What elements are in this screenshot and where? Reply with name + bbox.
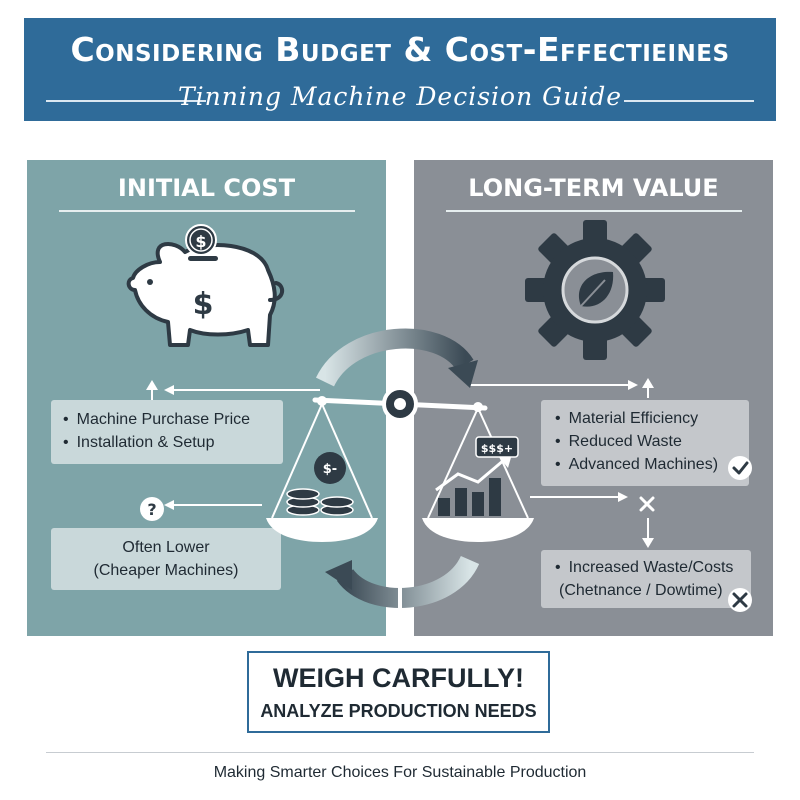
long-term-value-rule: [446, 210, 742, 212]
note-line: Often Lower: [122, 539, 210, 556]
initial-cost-list: Machine Purchase Price Installation & Se…: [51, 400, 283, 464]
initial-cost-panel: INITIAL COST Machine Purchase Price Inst…: [27, 160, 386, 636]
piggy-dollar-sign: $: [193, 287, 214, 322]
cycle-arrow-bottom-icon: [325, 555, 480, 608]
subtitle-rule-right: [624, 100, 754, 102]
risk-box: • Increased Waste/Costs (Chetnance / Dowt…: [541, 550, 751, 608]
cycle-arrow-top-icon: [315, 328, 478, 388]
list-item: Reduced Waste: [555, 430, 749, 453]
footer-divider: [46, 752, 754, 753]
list-item: Material Efficiency: [555, 407, 749, 430]
initial-cost-rule: [59, 210, 355, 212]
long-term-value-list: Material Efficiency Reduced Waste Advanc…: [541, 400, 749, 486]
list-item: Installation & Setup: [63, 431, 283, 454]
coin-stack-icon: [286, 452, 354, 516]
page-subtitle: Tinning Machine Decision Guide: [178, 82, 622, 111]
close-circle-icon: [728, 588, 752, 612]
note-line: (Cheaper Machines): [93, 562, 239, 579]
gear-leaf-icon: [525, 220, 665, 360]
subtitle-rule-left: [46, 100, 206, 102]
weigh-carefully-callout: WEIGH CARFULLY! ANALYZE PRODUCTION NEEDS: [247, 651, 550, 733]
initial-cost-title: INITIAL COST: [117, 174, 296, 202]
balance-scale-icon: [266, 386, 534, 640]
connector-arrows-left: [146, 380, 320, 510]
close-icon: [639, 496, 655, 512]
risk-line: • Increased Waste/Costs: [555, 559, 734, 576]
chart-price-tag: $$$+: [481, 442, 513, 455]
question-icon: [140, 497, 164, 521]
header-banner: Considering Budget & Cost-Effectieines T…: [24, 18, 776, 121]
long-term-value-title: LONG-TERM VALUE: [468, 174, 719, 202]
coin-icon: [185, 224, 217, 256]
page-title: Considering Budget & Cost-Effectieines: [70, 30, 730, 69]
check-icon: [728, 456, 752, 480]
callout-main-text: WEIGH CARFULLY!: [273, 663, 524, 693]
coin-dollar-sign: $: [195, 232, 206, 251]
list-item: Advanced Machines): [555, 453, 749, 476]
risk-line: (Chetnance / Dowtime): [559, 582, 723, 599]
growth-chart-icon: [435, 436, 519, 516]
footer-text: Making Smarter Choices For Sustainable P…: [213, 764, 587, 781]
initial-cost-note: Often Lower (Cheaper Machines): [51, 528, 281, 590]
pan-dollar-sign: $-: [323, 462, 337, 477]
list-item: Machine Purchase Price: [63, 408, 283, 431]
question-mark: ?: [147, 500, 156, 519]
long-term-value-panel: LONG-TERM VALUE Material Efficiency Redu…: [414, 160, 773, 636]
callout-sub-text: ANALYZE PRODUCTION NEEDS: [260, 701, 537, 721]
connector-arrows-right: [470, 378, 654, 548]
